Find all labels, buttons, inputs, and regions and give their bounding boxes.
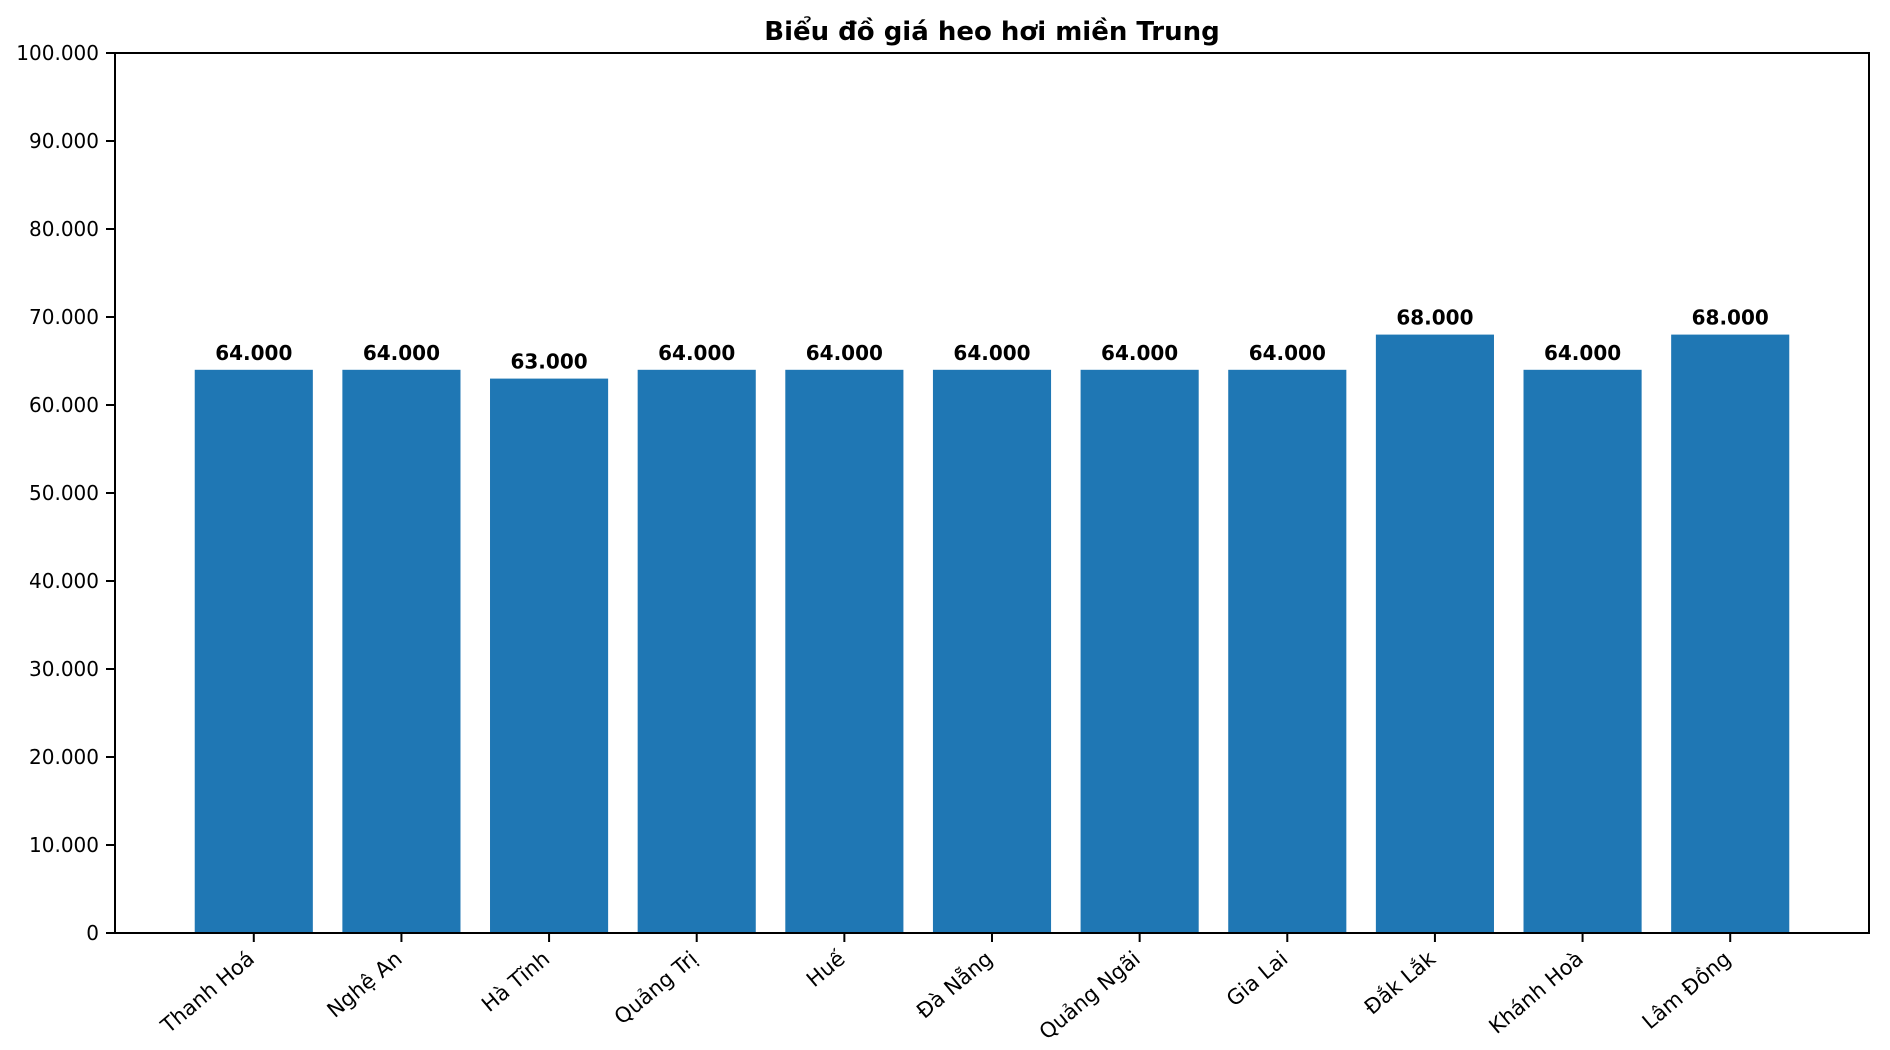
chart-title: Biểu đồ giá heo hơi miền Trung (764, 14, 1220, 47)
x-tick-label: Đà Nẵng (911, 946, 997, 1024)
bar (342, 369, 461, 933)
x-tick-label: Đắk Lắk (1360, 946, 1441, 1019)
y-tick-label: 80.000 (29, 217, 99, 241)
x-tick-label: Hà Tĩnh (477, 946, 554, 1016)
bar (637, 369, 756, 933)
y-tick-label: 60.000 (29, 393, 99, 417)
bar (1375, 334, 1494, 934)
bar-value-label: 63.000 (510, 350, 587, 374)
bar-value-label: 64.000 (953, 341, 1030, 365)
y-tick-label: 0 (86, 921, 99, 945)
bar-value-label: 64.000 (1249, 341, 1326, 365)
x-tick-label: Lâm Đồng (1638, 946, 1736, 1033)
x-tick-label: Thanh Hoá (156, 946, 259, 1038)
x-axis: Thanh Hoá Nghệ An Hà Tĩnh Quảng Trị Huế Đà Nẵ… (156, 933, 1736, 1044)
bars-group (194, 334, 1790, 934)
x-tick-label: Quảng Ngãi (1035, 946, 1145, 1044)
x-tick-label: Nghệ An (323, 946, 407, 1022)
bar-value-label: 64.000 (363, 341, 440, 365)
x-tick-label: Khánh Hoà (1484, 946, 1587, 1038)
bar (1523, 369, 1642, 933)
y-axis: 0 10.000 20.000 30.000 40.000 50.000 60.000 70.… (16, 41, 115, 945)
bar-value-label: 64.000 (806, 341, 883, 365)
bar (1671, 334, 1790, 934)
y-tick-label: 70.000 (29, 305, 99, 329)
x-tick-label: Huế (802, 946, 850, 991)
y-tick-label: 50.000 (29, 481, 99, 505)
bar-value-label: 64.000 (658, 341, 735, 365)
y-tick-label: 100.000 (16, 41, 99, 65)
plot-border (114, 52, 1870, 934)
bar (785, 369, 904, 933)
bar (932, 369, 1052, 933)
bar (490, 378, 609, 934)
y-tick-label: 90.000 (29, 129, 99, 153)
y-tick-label: 30.000 (29, 657, 99, 681)
bar-value-label: 68.000 (1692, 306, 1769, 330)
bar-value-label: 64.000 (1544, 341, 1621, 365)
y-tick-label: 10.000 (29, 833, 99, 857)
bar-value-label: 64.000 (1101, 341, 1178, 365)
x-tick-label: Gia Lai (1222, 946, 1293, 1011)
bar (1228, 369, 1347, 933)
bar-value-label: 68.000 (1396, 306, 1473, 330)
bar-value-labels-group: 64.000 64.000 63.000 64.000 64.000 64.000 64.0… (215, 306, 1769, 374)
bar (1080, 369, 1199, 933)
y-tick-label: 40.000 (29, 569, 99, 593)
x-tick-label: Quảng Trị (610, 946, 702, 1029)
bar (194, 369, 313, 933)
y-tick-label: 20.000 (29, 745, 99, 769)
bar-value-label: 64.000 (215, 341, 292, 365)
